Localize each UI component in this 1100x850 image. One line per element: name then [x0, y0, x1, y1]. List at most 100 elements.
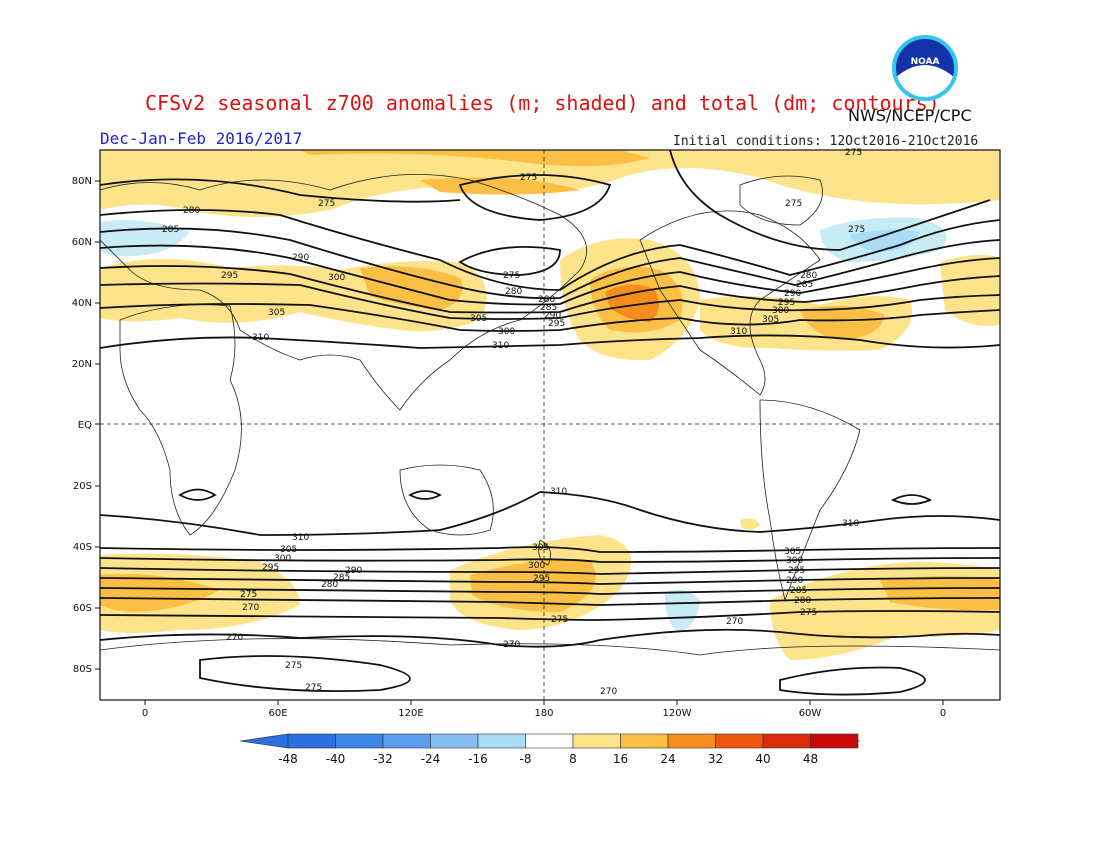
contour-label: 280: [505, 287, 522, 297]
contour-label: 305: [470, 314, 487, 324]
contour-label: 295: [262, 563, 279, 573]
map-frame: [99, 149, 1001, 701]
contour-label: 295: [221, 271, 238, 281]
contour-label: 305: [268, 308, 285, 318]
contour-label: 310: [550, 487, 567, 497]
height-contours: [100, 150, 1000, 696]
colorbar-cell: [810, 733, 859, 749]
contour-label: 290: [345, 566, 362, 576]
contour-label: 285: [540, 303, 557, 313]
contour-label: 300: [498, 327, 515, 337]
contour-285-sh: [100, 587, 1000, 595]
south-america-coast: [759, 399, 861, 602]
contour-label: 270: [600, 687, 617, 697]
contour-label: 310: [842, 519, 859, 529]
contour-label: 310: [730, 327, 747, 337]
anomaly-atlantic-mid: [800, 306, 885, 340]
anomaly-europe-right: [940, 254, 1000, 326]
initial-conditions: Initial conditions: 12Oct2016-21Oct2016: [673, 134, 978, 149]
contour-label: 280: [321, 580, 338, 590]
contour-label: 310: [252, 333, 269, 343]
contour-label: 275: [318, 199, 335, 209]
season-label: Dec-Jan-Feb 2016/2017: [100, 129, 302, 148]
antarctica-coast: [100, 638, 1000, 700]
contour-280: [100, 209, 1000, 291]
contour-label: 295: [788, 566, 805, 576]
lat-tick-label: 20S: [73, 481, 92, 492]
contour-label: 280: [800, 271, 817, 281]
contour-label: 310: [292, 533, 309, 543]
noaa-logo-text: NOAA: [911, 57, 940, 67]
colorbar-cell: [382, 733, 431, 749]
lat-tick-label: 60S: [73, 603, 92, 614]
contour-300: [100, 282, 1000, 320]
contour-label: 285: [790, 586, 807, 596]
lat-tick-label: 40S: [73, 542, 92, 553]
contour-label: 285: [333, 573, 350, 583]
contour-label: 270: [242, 603, 259, 613]
anomaly-arctic-mid-2: [420, 177, 580, 195]
contour-290: [100, 244, 1000, 306]
contour-label: 280: [794, 596, 811, 606]
colorbar-cell: [430, 733, 479, 749]
contour-310-atlantic: [890, 494, 933, 505]
colorbar-left-arrow: [239, 733, 289, 749]
colorbar-cell: [287, 733, 336, 749]
contour-label: 280: [183, 206, 200, 216]
contour-label: 290: [544, 311, 561, 321]
anomaly-greenland-neg-mid: [850, 229, 920, 252]
figure-title: CFSv2 seasonal z700 anomalies (m; shaded…: [145, 91, 940, 115]
contour-label: 270: [726, 617, 743, 627]
contour-295: [100, 265, 1000, 314]
contour-label: 300: [786, 556, 803, 566]
lon-tick-label: 60E: [268, 708, 287, 719]
lat-tick-label: 20N: [72, 359, 92, 370]
contour-label: 295: [533, 574, 550, 584]
contour-label: 295: [778, 298, 795, 308]
contour-label: 295: [548, 319, 565, 329]
contour-label: 305: [280, 545, 297, 555]
contour-label: 275: [848, 225, 865, 235]
contour-label: 275: [785, 199, 802, 209]
colorbar-cell: [525, 733, 574, 749]
contour-label: 275: [305, 683, 322, 693]
colorbar-cell: [762, 733, 811, 749]
colorbar: -48 -40 -32 -24 -16 -8 8 16 24 32 40 48: [239, 733, 861, 766]
contour-label: 275: [503, 271, 520, 281]
colorbar-label: 40: [755, 752, 770, 766]
contour-275-pacific: [458, 246, 561, 276]
colorbar-label: -32: [373, 752, 393, 766]
eurasia-coast: [100, 173, 588, 411]
contour-305-sh: [100, 546, 1000, 553]
contour-285: [100, 227, 1000, 300]
contour-label: 290: [784, 289, 801, 299]
africa-coast: [119, 304, 242, 536]
lon-tick-label: 120E: [398, 708, 423, 719]
lon-tick-label: 0: [940, 708, 946, 719]
colorbar-label: -8: [520, 752, 532, 766]
anomaly-sh-small: [740, 518, 760, 530]
colorbar-label: 32: [708, 752, 723, 766]
contour-275-nh-west: [100, 178, 461, 203]
contour-275-sh: [100, 610, 1000, 621]
lon-tick-label: 120W: [663, 708, 692, 719]
latitude-axis: 80N 60N 40N 20N EQ 20S 40S 60S 80S: [72, 176, 100, 675]
lat-tick-label: 80N: [72, 176, 92, 187]
contour-310-sh: [100, 491, 1000, 536]
contour-310-australia: [408, 490, 442, 500]
contour-275-antarctic-west: [199, 655, 411, 693]
contour-label: 270: [503, 640, 520, 650]
agency-label: NWS/NCEP/CPC: [848, 106, 972, 125]
colorbar-cell: [620, 733, 669, 749]
contour-275-antarctic-east: [779, 666, 926, 696]
colorbar-label: -48: [278, 752, 298, 766]
contour-label: 275: [800, 608, 817, 618]
contour-label: 275: [285, 661, 302, 671]
colorbar-cell: [715, 733, 764, 749]
australia-coast: [399, 464, 494, 536]
lat-tick-label: 80S: [73, 664, 92, 675]
north-america-coast: [639, 210, 821, 396]
anomaly-sh-east-mid: [880, 576, 1000, 611]
contour-280-pole: [458, 174, 612, 221]
lon-tick-label: 60W: [799, 708, 822, 719]
